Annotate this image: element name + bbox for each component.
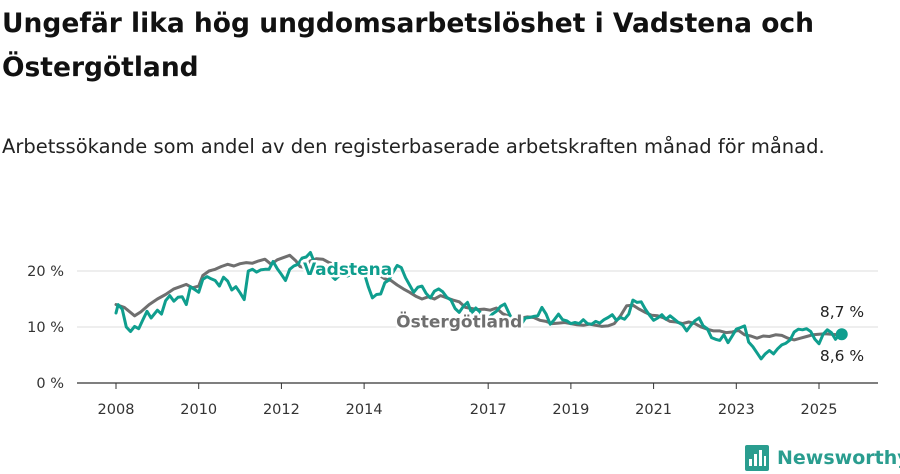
y-tick-label: 10 %: [27, 320, 64, 336]
x-tick-label: 2021: [635, 402, 672, 418]
end-value-label-vadstena: 8,7 %: [820, 303, 864, 321]
x-tick-label: 2008: [98, 402, 135, 418]
x-tick-label: 2012: [263, 402, 300, 418]
x-tick-label: 2010: [180, 402, 217, 418]
x-tick-label: 2023: [718, 402, 755, 418]
x-tick-label: 2014: [346, 402, 383, 418]
series-line-östergötland: [114, 253, 844, 342]
x-tick-label: 2019: [552, 402, 589, 418]
page-subtitle: Arbetssökande som andel av den registerb…: [2, 135, 825, 158]
series-labels: Östergötland Vadstena 8,6 % 8,7 %: [300, 257, 866, 367]
series-label-östergötland: Östergötland: [396, 311, 522, 333]
y-tick-label: 20 %: [27, 264, 64, 280]
axes: 0 % 10 % 20 % 2008 2010 2012 2014 2017 2019 2021 2…: [27, 264, 878, 418]
end-value-label-östergötland: 8,6 %: [820, 347, 864, 365]
x-tick-label: 2025: [801, 402, 838, 418]
series-endpoint-vadstena: [835, 328, 848, 341]
brand: Newsworthy: [745, 443, 900, 473]
page-title: Ungefär lika hög ungdomsarbetslöshet i V…: [2, 8, 814, 83]
y-tick-label: 0 %: [36, 376, 64, 392]
x-tick-label: 2017: [470, 402, 507, 418]
series-line-vadstena: [114, 251, 844, 361]
newsworthy-logo-icon: [745, 445, 769, 471]
series-lines: [114, 251, 848, 361]
series-label-vadstena: Vadstena: [303, 260, 392, 280]
brand-name: Newsworthy: [777, 447, 900, 469]
